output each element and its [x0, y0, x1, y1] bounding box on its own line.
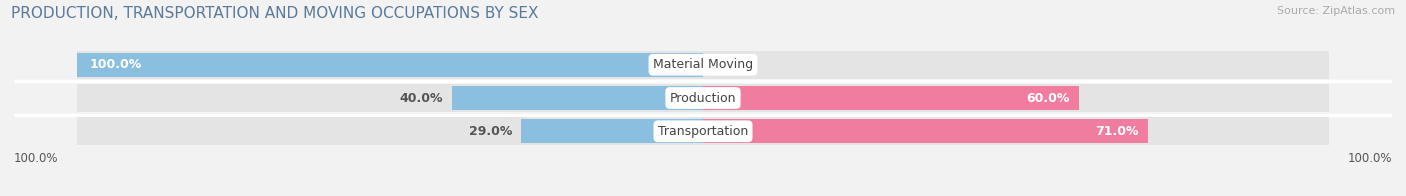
Text: 100.0%: 100.0%: [89, 58, 142, 71]
Text: 100.0%: 100.0%: [1347, 152, 1392, 165]
Bar: [77, 51, 1329, 79]
Bar: [77, 84, 1329, 112]
Bar: [703, 86, 1078, 110]
Bar: [703, 119, 1147, 143]
Bar: [77, 53, 703, 77]
Text: PRODUCTION, TRANSPORTATION AND MOVING OCCUPATIONS BY SEX: PRODUCTION, TRANSPORTATION AND MOVING OC…: [11, 6, 538, 21]
Text: 100.0%: 100.0%: [14, 152, 59, 165]
Text: Source: ZipAtlas.com: Source: ZipAtlas.com: [1277, 6, 1395, 16]
Bar: [522, 119, 703, 143]
Text: Material Moving: Material Moving: [652, 58, 754, 71]
Text: 71.0%: 71.0%: [1095, 125, 1139, 138]
Bar: [77, 117, 1329, 145]
Text: 60.0%: 60.0%: [1026, 92, 1070, 104]
Text: 0.0%: 0.0%: [713, 58, 747, 71]
Bar: [453, 86, 703, 110]
Text: Production: Production: [669, 92, 737, 104]
Text: Transportation: Transportation: [658, 125, 748, 138]
Text: 29.0%: 29.0%: [468, 125, 512, 138]
Text: 40.0%: 40.0%: [399, 92, 443, 104]
